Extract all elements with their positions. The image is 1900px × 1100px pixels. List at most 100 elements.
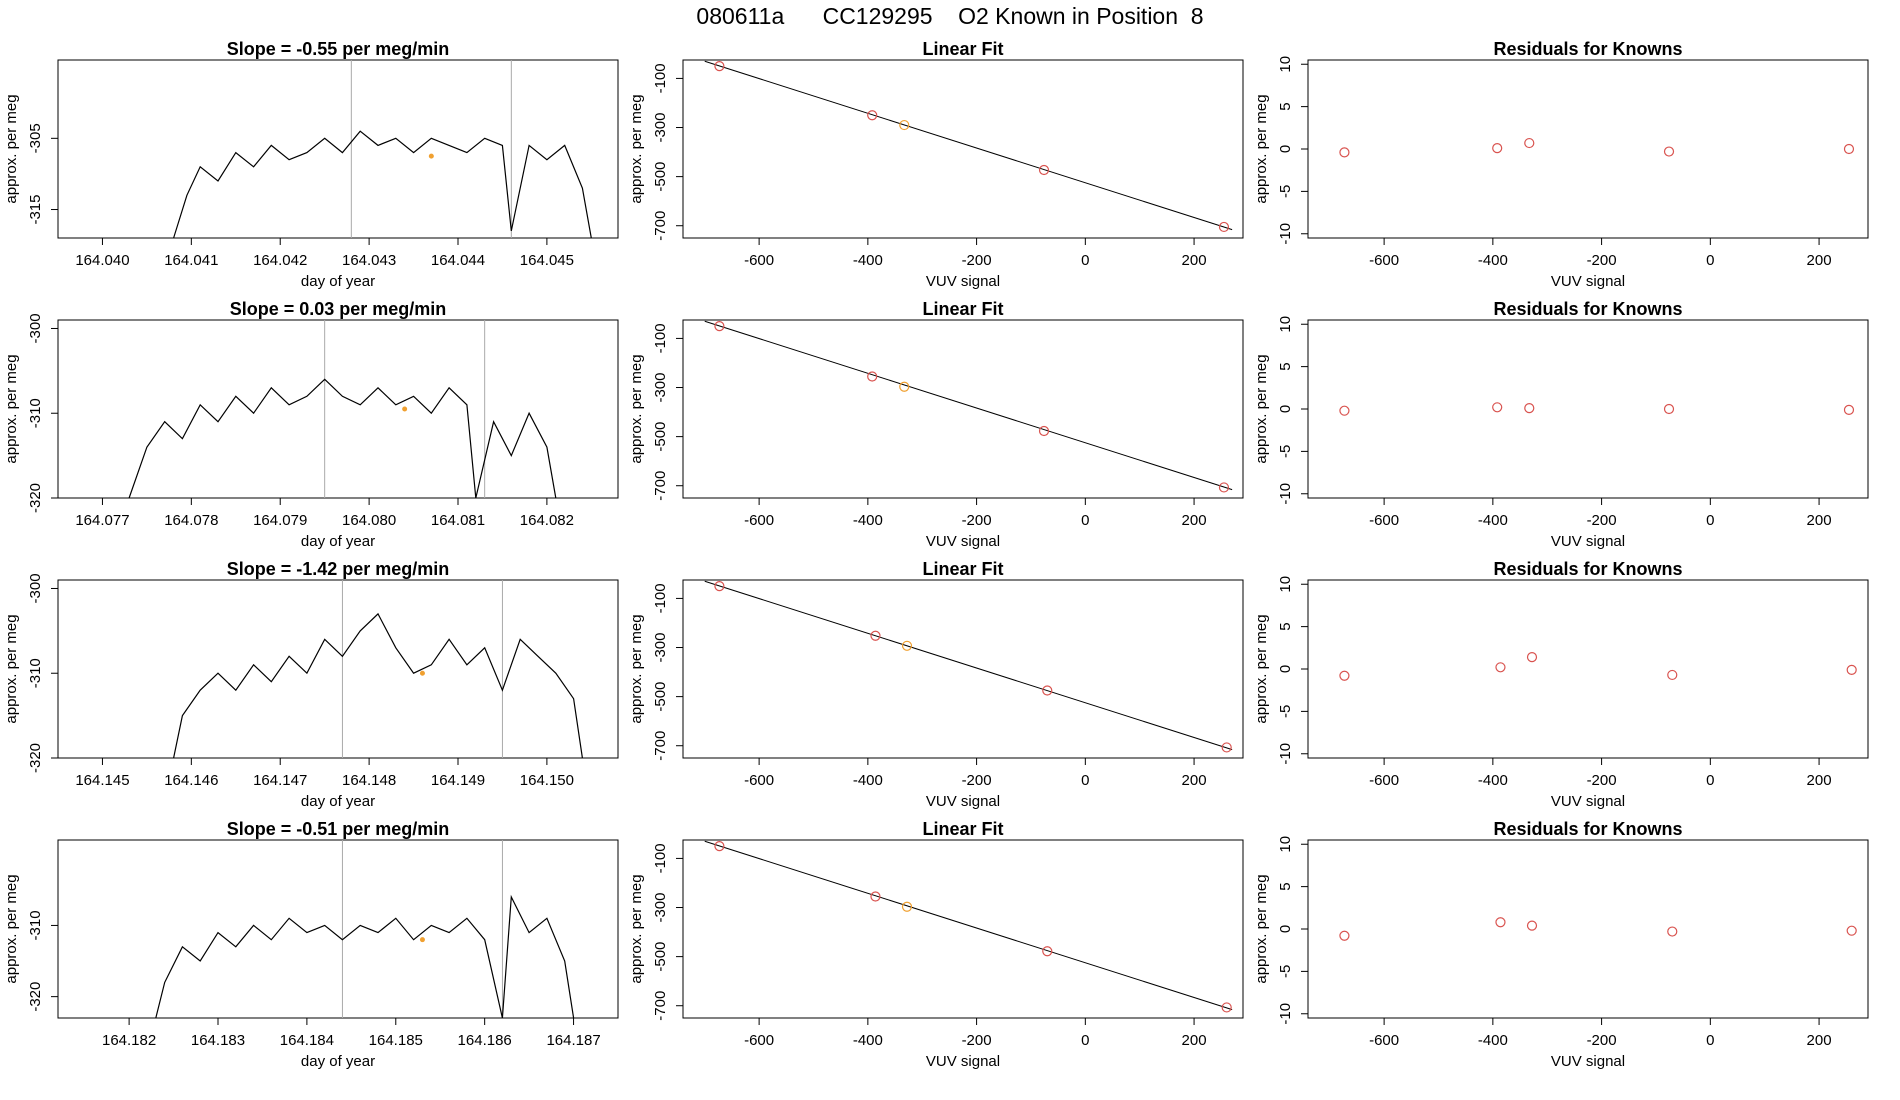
x-tick-label: -400 bbox=[853, 252, 883, 269]
y-tick-label: -10 bbox=[1277, 1003, 1294, 1025]
x-tick-label: -400 bbox=[1478, 772, 1508, 789]
y-tick-label: -10 bbox=[1277, 223, 1294, 245]
x-tick-label: -600 bbox=[744, 252, 774, 269]
data-point bbox=[1492, 143, 1503, 154]
y-axis-label: approx. per meg bbox=[1253, 614, 1270, 723]
y-tick-label: -500 bbox=[652, 162, 669, 192]
data-point bbox=[1218, 221, 1230, 233]
y-tick-label: -320 bbox=[27, 982, 44, 1012]
y-tick-label: -305 bbox=[27, 123, 44, 153]
x-tick-label: -200 bbox=[1587, 1032, 1617, 1049]
data-point bbox=[1843, 143, 1855, 155]
y-tick-label: -300 bbox=[652, 633, 669, 663]
highlight-point bbox=[428, 153, 434, 159]
data-point bbox=[714, 581, 725, 592]
y-tick-label: 5 bbox=[1277, 622, 1294, 630]
highlight-point bbox=[899, 119, 910, 131]
x-tick-label: 164.041 bbox=[164, 252, 218, 269]
plot-title: Linear Fit bbox=[922, 819, 1003, 839]
x-axis-label: day of year bbox=[301, 273, 375, 290]
x-tick-label: -600 bbox=[1369, 772, 1399, 789]
data-series-line bbox=[173, 612, 583, 759]
data-point bbox=[1042, 685, 1053, 696]
x-tick-label: 0 bbox=[1706, 772, 1714, 789]
data-point bbox=[1663, 403, 1675, 415]
fit-line bbox=[704, 580, 1233, 751]
y-tick-label: -10 bbox=[1277, 743, 1294, 765]
x-tick-label: 164.147 bbox=[253, 772, 307, 789]
y-tick-label: -320 bbox=[27, 483, 44, 513]
x-tick-label: 0 bbox=[1081, 252, 1089, 269]
y-tick-label: -700 bbox=[652, 211, 669, 241]
x-tick-label: 0 bbox=[1706, 1032, 1714, 1049]
y-tick-label: -700 bbox=[652, 471, 669, 501]
x-tick-label: 164.182 bbox=[102, 1032, 156, 1049]
page-title: 080611a CC129295 O2 Known in Position 8 bbox=[696, 3, 1204, 29]
plot-title: Linear Fit bbox=[922, 39, 1003, 59]
x-tick-label: 0 bbox=[1706, 512, 1714, 529]
y-tick-label: 10 bbox=[1277, 576, 1294, 593]
highlight-point bbox=[402, 406, 408, 412]
y-tick-label: -700 bbox=[652, 731, 669, 761]
data-point bbox=[1524, 403, 1535, 414]
x-tick-label: 0 bbox=[1081, 772, 1089, 789]
x-tick-label: -200 bbox=[1587, 252, 1617, 269]
plot-frame bbox=[682, 839, 1244, 1019]
x-tick-label: 164.148 bbox=[342, 772, 396, 789]
x-tick-label: -400 bbox=[1478, 512, 1508, 529]
x-tick-label: 164.150 bbox=[520, 772, 574, 789]
x-tick-label: 164.044 bbox=[431, 252, 485, 269]
x-tick-label: -200 bbox=[962, 1032, 992, 1049]
y-tick-label: -320 bbox=[27, 743, 44, 773]
y-tick-label: 5 bbox=[1277, 102, 1294, 110]
plot-title: Residuals for Knowns bbox=[1493, 819, 1682, 839]
data-point bbox=[1042, 946, 1053, 957]
x-tick-label: 200 bbox=[1807, 772, 1832, 789]
x-tick-label: 0 bbox=[1081, 1032, 1089, 1049]
data-series-line bbox=[173, 130, 592, 239]
y-tick-label: -500 bbox=[652, 942, 669, 972]
data-point bbox=[870, 630, 881, 641]
x-axis-label: VUV signal bbox=[926, 793, 1000, 810]
data-point bbox=[1846, 925, 1857, 936]
x-tick-label: 200 bbox=[1807, 252, 1832, 269]
data-point bbox=[1495, 662, 1506, 673]
plot-frame bbox=[682, 59, 1244, 239]
y-tick-label: -310 bbox=[27, 658, 44, 688]
y-axis-label: approx. per meg bbox=[3, 874, 20, 983]
y-tick-label: -315 bbox=[27, 195, 44, 225]
x-tick-label: -200 bbox=[1587, 512, 1617, 529]
plot-frame bbox=[57, 59, 619, 239]
y-tick-label: -5 bbox=[1277, 965, 1294, 978]
x-tick-label: 200 bbox=[1807, 1032, 1832, 1049]
x-tick-label: -200 bbox=[962, 772, 992, 789]
x-tick-label: 164.149 bbox=[431, 772, 485, 789]
y-tick-label: 0 bbox=[1277, 145, 1294, 153]
y-tick-label: -100 bbox=[652, 843, 669, 873]
data-point bbox=[1524, 137, 1535, 149]
plot-frame bbox=[1307, 319, 1869, 499]
y-tick-label: 0 bbox=[1277, 405, 1294, 413]
x-tick-label: -200 bbox=[962, 512, 992, 529]
x-tick-label: -400 bbox=[1478, 252, 1508, 269]
y-axis-label: approx. per meg bbox=[1253, 874, 1270, 983]
x-axis-label: day of year bbox=[301, 793, 375, 810]
plot-title: Slope = -0.51 per meg/min bbox=[227, 819, 450, 839]
x-tick-label: -600 bbox=[1369, 1032, 1399, 1049]
y-tick-label: -310 bbox=[27, 910, 44, 940]
x-tick-label: 164.184 bbox=[280, 1032, 334, 1049]
x-tick-label: 164.146 bbox=[164, 772, 218, 789]
y-tick-label: 5 bbox=[1277, 882, 1294, 890]
x-tick-label: 200 bbox=[1182, 252, 1207, 269]
x-tick-label: 200 bbox=[1182, 1032, 1207, 1049]
x-tick-label: -400 bbox=[853, 772, 883, 789]
x-tick-label: 200 bbox=[1182, 772, 1207, 789]
data-point bbox=[1038, 164, 1050, 176]
x-tick-label: 164.080 bbox=[342, 512, 396, 529]
x-axis-label: VUV signal bbox=[926, 533, 1000, 550]
y-axis-label: approx. per meg bbox=[628, 874, 645, 983]
plot-frame bbox=[1307, 839, 1869, 1019]
x-axis-label: VUV signal bbox=[926, 1053, 1000, 1070]
plot-frame bbox=[1307, 59, 1869, 239]
